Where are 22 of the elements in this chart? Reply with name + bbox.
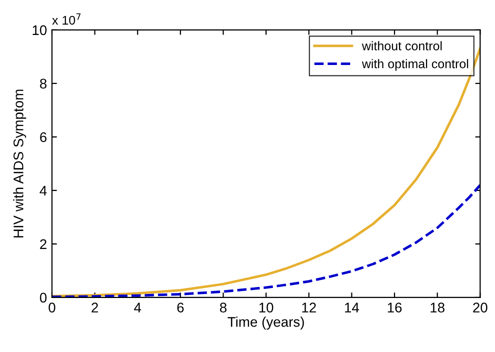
y-tick-label: 4 <box>40 186 47 196</box>
y-tick-label: 2 <box>40 239 46 249</box>
y-tick-label: 0 <box>40 292 47 303</box>
x-tick-label: 2 <box>92 302 98 312</box>
x-tick-label: 16 <box>388 302 402 313</box>
x-tick-label: 6 <box>177 302 184 313</box>
x-tick-label: 8 <box>220 302 227 313</box>
y-tick-label: 6 <box>40 132 47 142</box>
x-tick-label: 12 <box>302 302 316 312</box>
y-tick-label: 8 <box>40 78 47 89</box>
x-axis-title: Time (years) <box>228 316 304 330</box>
x-tick-label: 0 <box>48 302 56 313</box>
y-axis-title: HIV with AIDS Symptom <box>13 90 26 238</box>
legend-label: without control <box>362 41 442 50</box>
x-tick-label: 4 <box>134 302 142 312</box>
x-tick-label: 14 <box>345 302 360 312</box>
y-tick-label: 10 <box>32 25 47 36</box>
x-tick-label: 20 <box>473 302 488 313</box>
x-tick-label: 18 <box>430 302 444 313</box>
legend-label: with optimal control <box>362 59 468 71</box>
text: x 10$^{7}$ <box>52 13 81 25</box>
x-tick-label: 10 <box>259 302 274 313</box>
